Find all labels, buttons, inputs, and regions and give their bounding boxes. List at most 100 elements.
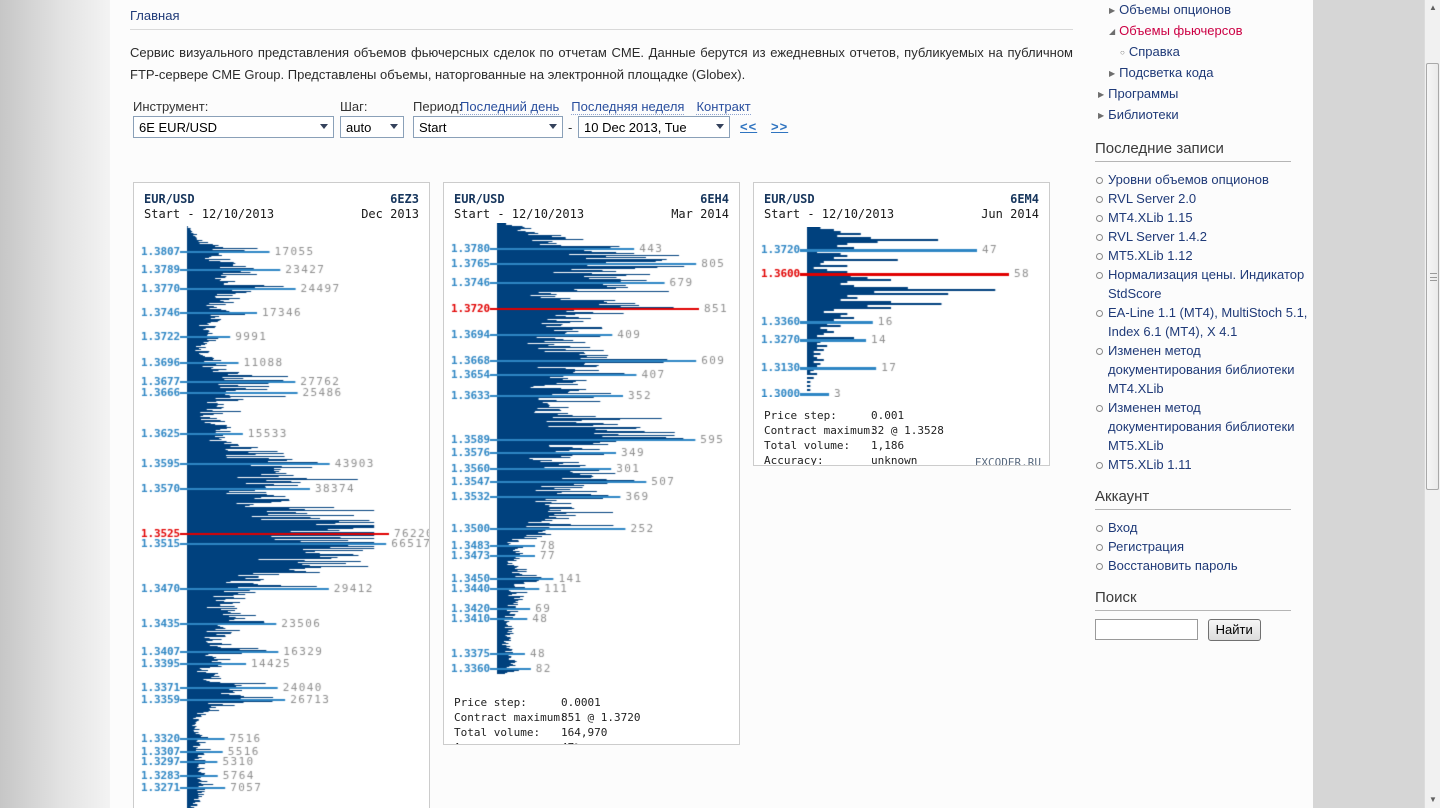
price_step-value: 0.001 [871, 409, 905, 422]
accuracy-value: unknown [871, 454, 918, 466]
search-input[interactable] [1095, 619, 1198, 640]
chart-period-start: Start - 12/10/2013 [454, 207, 585, 221]
step-select-value: auto [346, 120, 372, 135]
sidebar-nav-item[interactable]: ▶ Подсветка кода [1095, 63, 1313, 84]
chart-panel-6EH4: EUR/USD 6EH4 Start - 12/10/2013 Mar 2014 Pri… [443, 182, 740, 745]
brand-watermark: FXCODER.RU [974, 456, 1041, 466]
chevron-down-icon [390, 124, 398, 129]
recent-post-item-link[interactable]: MT5.XLib 1.12 [1108, 248, 1193, 263]
chevron-down-icon [716, 124, 724, 129]
total-volume-label: Total volume: [764, 439, 851, 452]
recent-post-item[interactable]: EA-Line 1.1 (MT4), MultiStoch 5.1, Index… [1095, 303, 1313, 341]
period-quick-links: Последний день Последняя неделя Контракт [460, 99, 751, 115]
chart-period-start: Start - 12/10/2013 [144, 207, 275, 221]
chart-contract: 6EZ3 [390, 192, 419, 206]
contract-maximum-label: Contract maximum: [454, 711, 567, 724]
chart-expiry: Mar 2014 [671, 207, 729, 221]
chart-footer-6EM4: Price step: 0.001 Contract maximum: 32 @ 1.… [764, 409, 1041, 466]
recent-post-item[interactable]: Уровни объемов опционов [1095, 170, 1313, 189]
range-start-select[interactable]: Start [413, 116, 563, 138]
recent-post-item-link[interactable]: MT4.XLib 1.15 [1108, 210, 1193, 225]
contract-maximum-value: 32 @ 1.3528 [871, 424, 944, 437]
recent-post-item[interactable]: MT5.XLib 1.12 [1095, 246, 1313, 265]
instrument-label: Инструмент: [133, 99, 209, 114]
step-select[interactable]: auto [340, 116, 404, 138]
sidebar-nav-item[interactable]: ○ Справка [1095, 42, 1313, 63]
vertical-scrollbar[interactable]: ▲ ▼ [1424, 0, 1440, 808]
volume-profile-canvas-6EZ3 [134, 226, 429, 808]
scrollbar-down-arrow-icon[interactable]: ▼ [1425, 792, 1440, 808]
sidebar-nav-item[interactable]: ◢ Объемы фьючерсов [1095, 21, 1313, 42]
sidebar-nav-link[interactable]: Объемы опционов [1119, 2, 1232, 17]
account-item-link[interactable]: Восстановить пароль [1108, 558, 1238, 573]
sidebar-nav-item[interactable]: ▶ Объемы опционов [1095, 0, 1313, 21]
scrollbar-up-arrow-icon[interactable]: ▲ [1425, 0, 1440, 16]
chevron-down-icon [320, 124, 328, 129]
range-end-value: 10 Dec 2013, Tue [584, 120, 687, 135]
recent-post-item[interactable]: MT5.XLib 1.11 [1095, 455, 1313, 474]
chart-period-start: Start - 12/10/2013 [764, 207, 895, 221]
sidebar-nav-link[interactable]: Программы [1108, 86, 1179, 101]
accuracy-label: Accuracy: [764, 454, 824, 466]
scrollbar-grip-icon [1430, 272, 1437, 281]
recent-post-item[interactable]: Нормализация цены. Индикатор StdScore [1095, 265, 1313, 303]
tree-collapsed-icon: ▶ [1098, 111, 1105, 120]
recent-post-item-link[interactable]: MT5.XLib 1.11 [1108, 457, 1192, 472]
chevron-down-icon [549, 124, 557, 129]
tree-collapsed-icon: ▶ [1109, 6, 1116, 15]
chart-symbol: EUR/USD [454, 192, 505, 206]
service-description: Сервис визуального представления объемов… [130, 45, 1073, 82]
sidebar-nav-item[interactable]: ▶ Программы [1095, 84, 1313, 105]
range-end-select[interactable]: 10 Dec 2013, Tue [578, 116, 730, 138]
period-link-2[interactable]: Контракт [696, 99, 751, 115]
chart-panel-6EM4: EUR/USD 6EM4 Start - 12/10/2013 Jun 2014 Pri… [753, 182, 1050, 466]
search-button[interactable]: Найти [1207, 619, 1261, 641]
accuracy-label: Accuracy: [454, 741, 514, 744]
account-item-link[interactable]: Вход [1108, 520, 1138, 535]
recent-post-item-link[interactable]: Нормализация цены. Индикатор StdScore [1108, 267, 1305, 301]
period-link-0[interactable]: Последний день [460, 99, 560, 115]
recent-post-item-link[interactable]: Уровни объемов опционов [1108, 172, 1269, 187]
price_step-value: 0.0001 [561, 696, 601, 709]
tree-collapsed-icon: ▶ [1109, 69, 1116, 78]
breadcrumb-home-link[interactable]: Главная [130, 8, 180, 23]
recent-post-item-link[interactable]: Изменен метод документирования библиотек… [1108, 343, 1295, 396]
sidebar-nav-link[interactable]: Библиотеки [1108, 107, 1179, 122]
sidebar-nav-item[interactable]: ▶ Библиотеки [1095, 105, 1313, 126]
page-background-band [1313, 0, 1424, 808]
sidebar-nav-link[interactable]: Справка [1128, 44, 1180, 59]
chart-panel-6EZ3: EUR/USD 6EZ3 Start - 12/10/2013 Dec 2013 [133, 182, 430, 808]
recent-post-item-link[interactable]: RVL Server 2.0 [1108, 191, 1197, 206]
account-item[interactable]: Регистрация [1095, 537, 1313, 556]
recent-post-item[interactable]: RVL Server 2.0 [1095, 189, 1313, 208]
period-link-1[interactable]: Последняя неделя [571, 99, 685, 115]
account-item[interactable]: Вход [1095, 518, 1313, 537]
recent-post-item-link[interactable]: Изменен метод документирования библиотек… [1108, 400, 1295, 453]
recent-post-item[interactable]: RVL Server 1.4.2 [1095, 227, 1313, 246]
recent-post-item-link[interactable]: EA-Line 1.1 (MT4), MultiStoch 5.1, Index… [1108, 305, 1308, 339]
chart-contract: 6EH4 [700, 192, 729, 206]
next-period-button[interactable]: >> [771, 119, 789, 134]
chart-expiry: Dec 2013 [361, 207, 419, 221]
recent-post-item-link[interactable]: RVL Server 1.4.2 [1108, 229, 1207, 244]
recent-post-item[interactable]: Изменен метод документирования библиотек… [1095, 398, 1313, 455]
price_step-label: Price step: [454, 696, 527, 709]
account-item[interactable]: Восстановить пароль [1095, 556, 1313, 575]
total-volume-value: 1,186 [871, 439, 905, 452]
prev-period-button[interactable]: << [740, 119, 758, 134]
contract-maximum-label: Contract maximum: [764, 424, 877, 437]
recent-post-item[interactable]: Изменен метод документирования библиотек… [1095, 341, 1313, 398]
range-start-value: Start [419, 120, 447, 135]
chart-footer-6EH4: Price step: 0.0001 Contract maximum: 851 @ … [454, 696, 731, 744]
search-heading: Поиск [1095, 589, 1291, 611]
sidebar-nav-link[interactable]: Подсветка кода [1119, 65, 1214, 80]
chart-expiry: Jun 2014 [981, 207, 1039, 221]
period-label: Период: [413, 99, 463, 114]
accuracy-value: 47% [561, 741, 581, 744]
instrument-select[interactable]: 6E EUR/USD [133, 116, 334, 138]
sidebar-nav-link[interactable]: Объемы фьючерсов [1119, 23, 1243, 38]
recent-post-item[interactable]: MT4.XLib 1.15 [1095, 208, 1313, 227]
scrollbar-thumb[interactable] [1426, 63, 1439, 490]
contract-maximum-value: 851 @ 1.3720 [561, 711, 641, 724]
account-item-link[interactable]: Регистрация [1108, 539, 1184, 554]
